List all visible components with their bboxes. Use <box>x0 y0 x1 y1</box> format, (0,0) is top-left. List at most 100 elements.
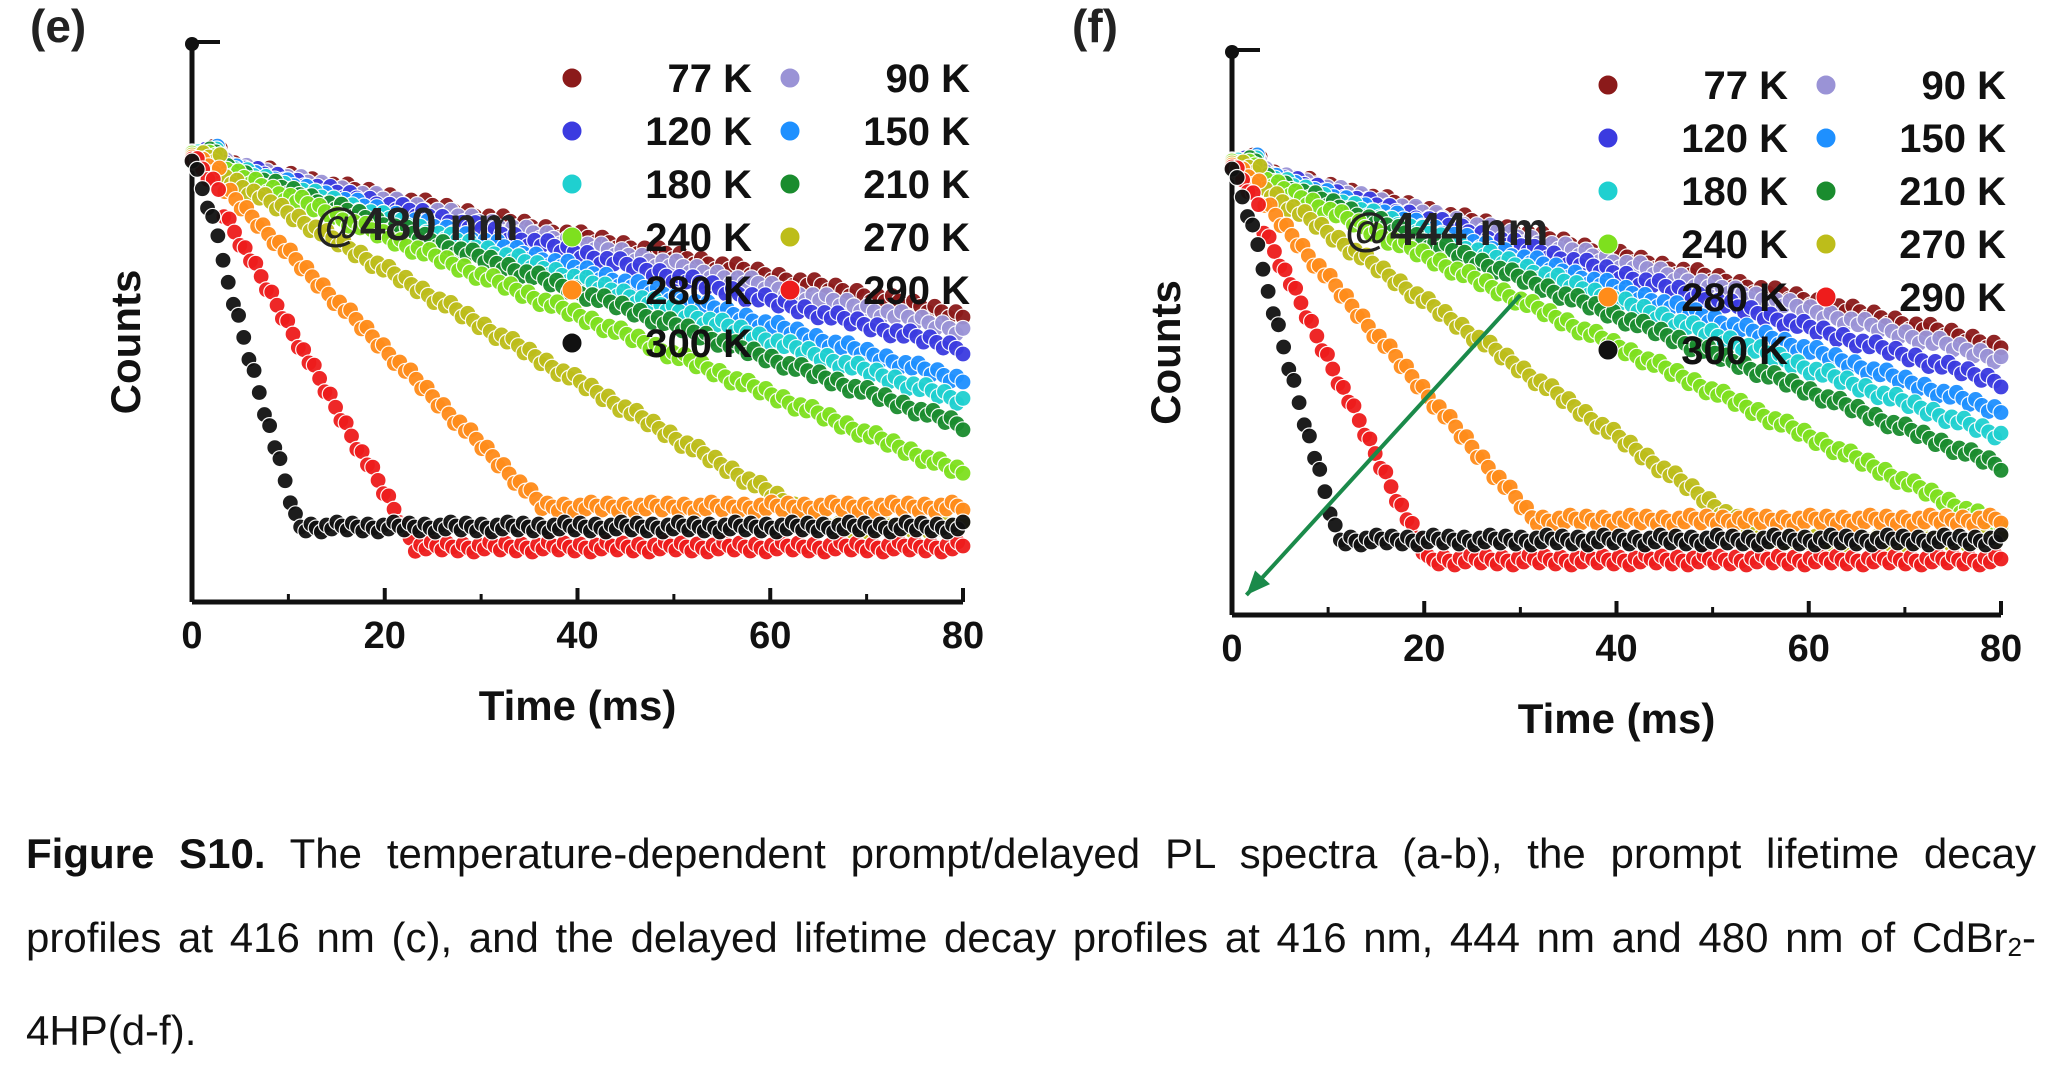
data-point <box>1249 235 1267 254</box>
x-tick-label: 40 <box>556 615 598 657</box>
data-point <box>954 389 972 407</box>
legend-label: 77 K <box>668 57 753 101</box>
data-point <box>1326 516 1344 534</box>
data-point <box>250 383 268 402</box>
data-point <box>214 251 232 269</box>
data-point <box>954 319 972 338</box>
x-tick-label: 20 <box>364 615 406 657</box>
legend-marker <box>1597 286 1619 308</box>
legend-marker <box>561 173 583 195</box>
legend-marker <box>779 67 801 89</box>
data-point <box>1285 371 1303 390</box>
data-point <box>1292 294 1310 312</box>
data-point <box>209 180 228 199</box>
y-axis-label: Counts <box>1142 280 1189 425</box>
legend-marker <box>1597 339 1619 361</box>
data-point <box>229 306 248 324</box>
data-point <box>276 472 294 490</box>
data-point <box>245 361 263 380</box>
caption-label: Figure S10. <box>26 830 266 877</box>
legend-label: 150 K <box>1899 117 2006 161</box>
data-point <box>1275 338 1293 356</box>
data-point <box>1316 483 1334 501</box>
legend-marker <box>1597 74 1619 96</box>
data-point <box>1254 260 1272 278</box>
legend-label: 240 K <box>1681 223 1788 267</box>
data-point <box>1345 397 1363 415</box>
legend-marker <box>779 279 801 301</box>
data-point <box>1393 496 1411 514</box>
figure: (e) 0 20 40 60 80 Time (ms) Counts @480 nm 77 K 90… <box>30 0 2022 742</box>
data-point <box>271 450 289 468</box>
data-point <box>188 160 206 178</box>
data-point <box>1992 403 2010 422</box>
legend-label: 290 K <box>863 269 970 313</box>
legend-marker <box>1815 180 1837 202</box>
data-point <box>1992 348 2010 366</box>
legend-label: 300 K <box>1681 329 1788 373</box>
x-tick-label: 40 <box>1595 628 1637 670</box>
legend-label: 180 K <box>645 163 752 207</box>
legend-label: 300 K <box>645 322 752 366</box>
data-point <box>1265 242 1284 261</box>
panel-f: (f) 0 20 40 60 80 Time (ms) Counts @444 nm 77 K 90… <box>1072 0 2022 742</box>
legend-label: 90 K <box>1922 64 2007 108</box>
legend-label: 90 K <box>886 57 971 101</box>
legend-label: 280 K <box>645 269 752 313</box>
data-point <box>1382 478 1400 496</box>
legend-label: 120 K <box>1681 117 1788 161</box>
legend-label: 240 K <box>645 216 752 260</box>
data-point <box>1308 327 1326 345</box>
data-point <box>1228 168 1246 187</box>
legend-marker <box>1815 74 1837 96</box>
data-point <box>1300 427 1319 445</box>
data-point <box>1276 261 1294 279</box>
legend-label: 77 K <box>1704 64 1789 108</box>
caption-subscript: 2 <box>2007 932 2022 962</box>
x-tick-label: 0 <box>1221 628 1242 670</box>
legend-marker <box>1815 127 1837 149</box>
data-point <box>1334 378 1352 397</box>
x-axis-label: Time (ms) <box>479 682 677 729</box>
legend-label: 180 K <box>1681 170 1788 214</box>
data-point <box>954 513 972 531</box>
caption-text: The temperature-dependent prompt/delayed… <box>26 830 2036 961</box>
legend-marker <box>1597 233 1619 255</box>
legend-label: 210 K <box>1899 170 2006 214</box>
x-tick-label: 60 <box>749 615 791 657</box>
data-point <box>193 180 211 198</box>
data-point <box>954 345 972 363</box>
data-point <box>261 417 279 435</box>
wavelength-annotation: @480 nm <box>315 198 518 250</box>
y-axis-label: Counts <box>102 270 149 415</box>
wavelength-annotation: @444 nm <box>1345 203 1548 255</box>
data-point <box>1350 411 1368 430</box>
data-point <box>1225 45 1239 59</box>
data-point <box>1290 394 1308 412</box>
legend-marker <box>1815 286 1837 308</box>
data-points <box>1223 45 2010 574</box>
legend-marker <box>1597 180 1619 202</box>
legend-label: 280 K <box>1681 276 1788 320</box>
data-point <box>954 464 972 482</box>
data-point <box>954 421 972 439</box>
data-point <box>185 37 199 51</box>
data-point <box>1992 378 2010 396</box>
x-tick-label: 80 <box>1980 628 2022 670</box>
data-point <box>1992 526 2010 544</box>
data-point <box>1377 463 1395 481</box>
data-point <box>209 227 227 245</box>
panel-e: (e) 0 20 40 60 80 Time (ms) Counts @480 nm 77 K 90… <box>30 0 984 729</box>
x-tick-label: 60 <box>1788 628 1830 670</box>
legend-label: 270 K <box>863 216 970 260</box>
x-tick-label: 80 <box>942 615 984 657</box>
panel-label: (f) <box>1072 0 1118 52</box>
legend-label: 150 K <box>863 110 970 154</box>
figure-caption: Figure S10. The temperature-dependent pr… <box>26 812 2036 1073</box>
panel-label: (e) <box>30 0 86 52</box>
legend-label: 120 K <box>645 110 752 154</box>
data-point <box>1324 360 1342 378</box>
data-point <box>1233 188 1251 206</box>
data-point <box>219 273 237 291</box>
legend-label: 210 K <box>863 163 970 207</box>
